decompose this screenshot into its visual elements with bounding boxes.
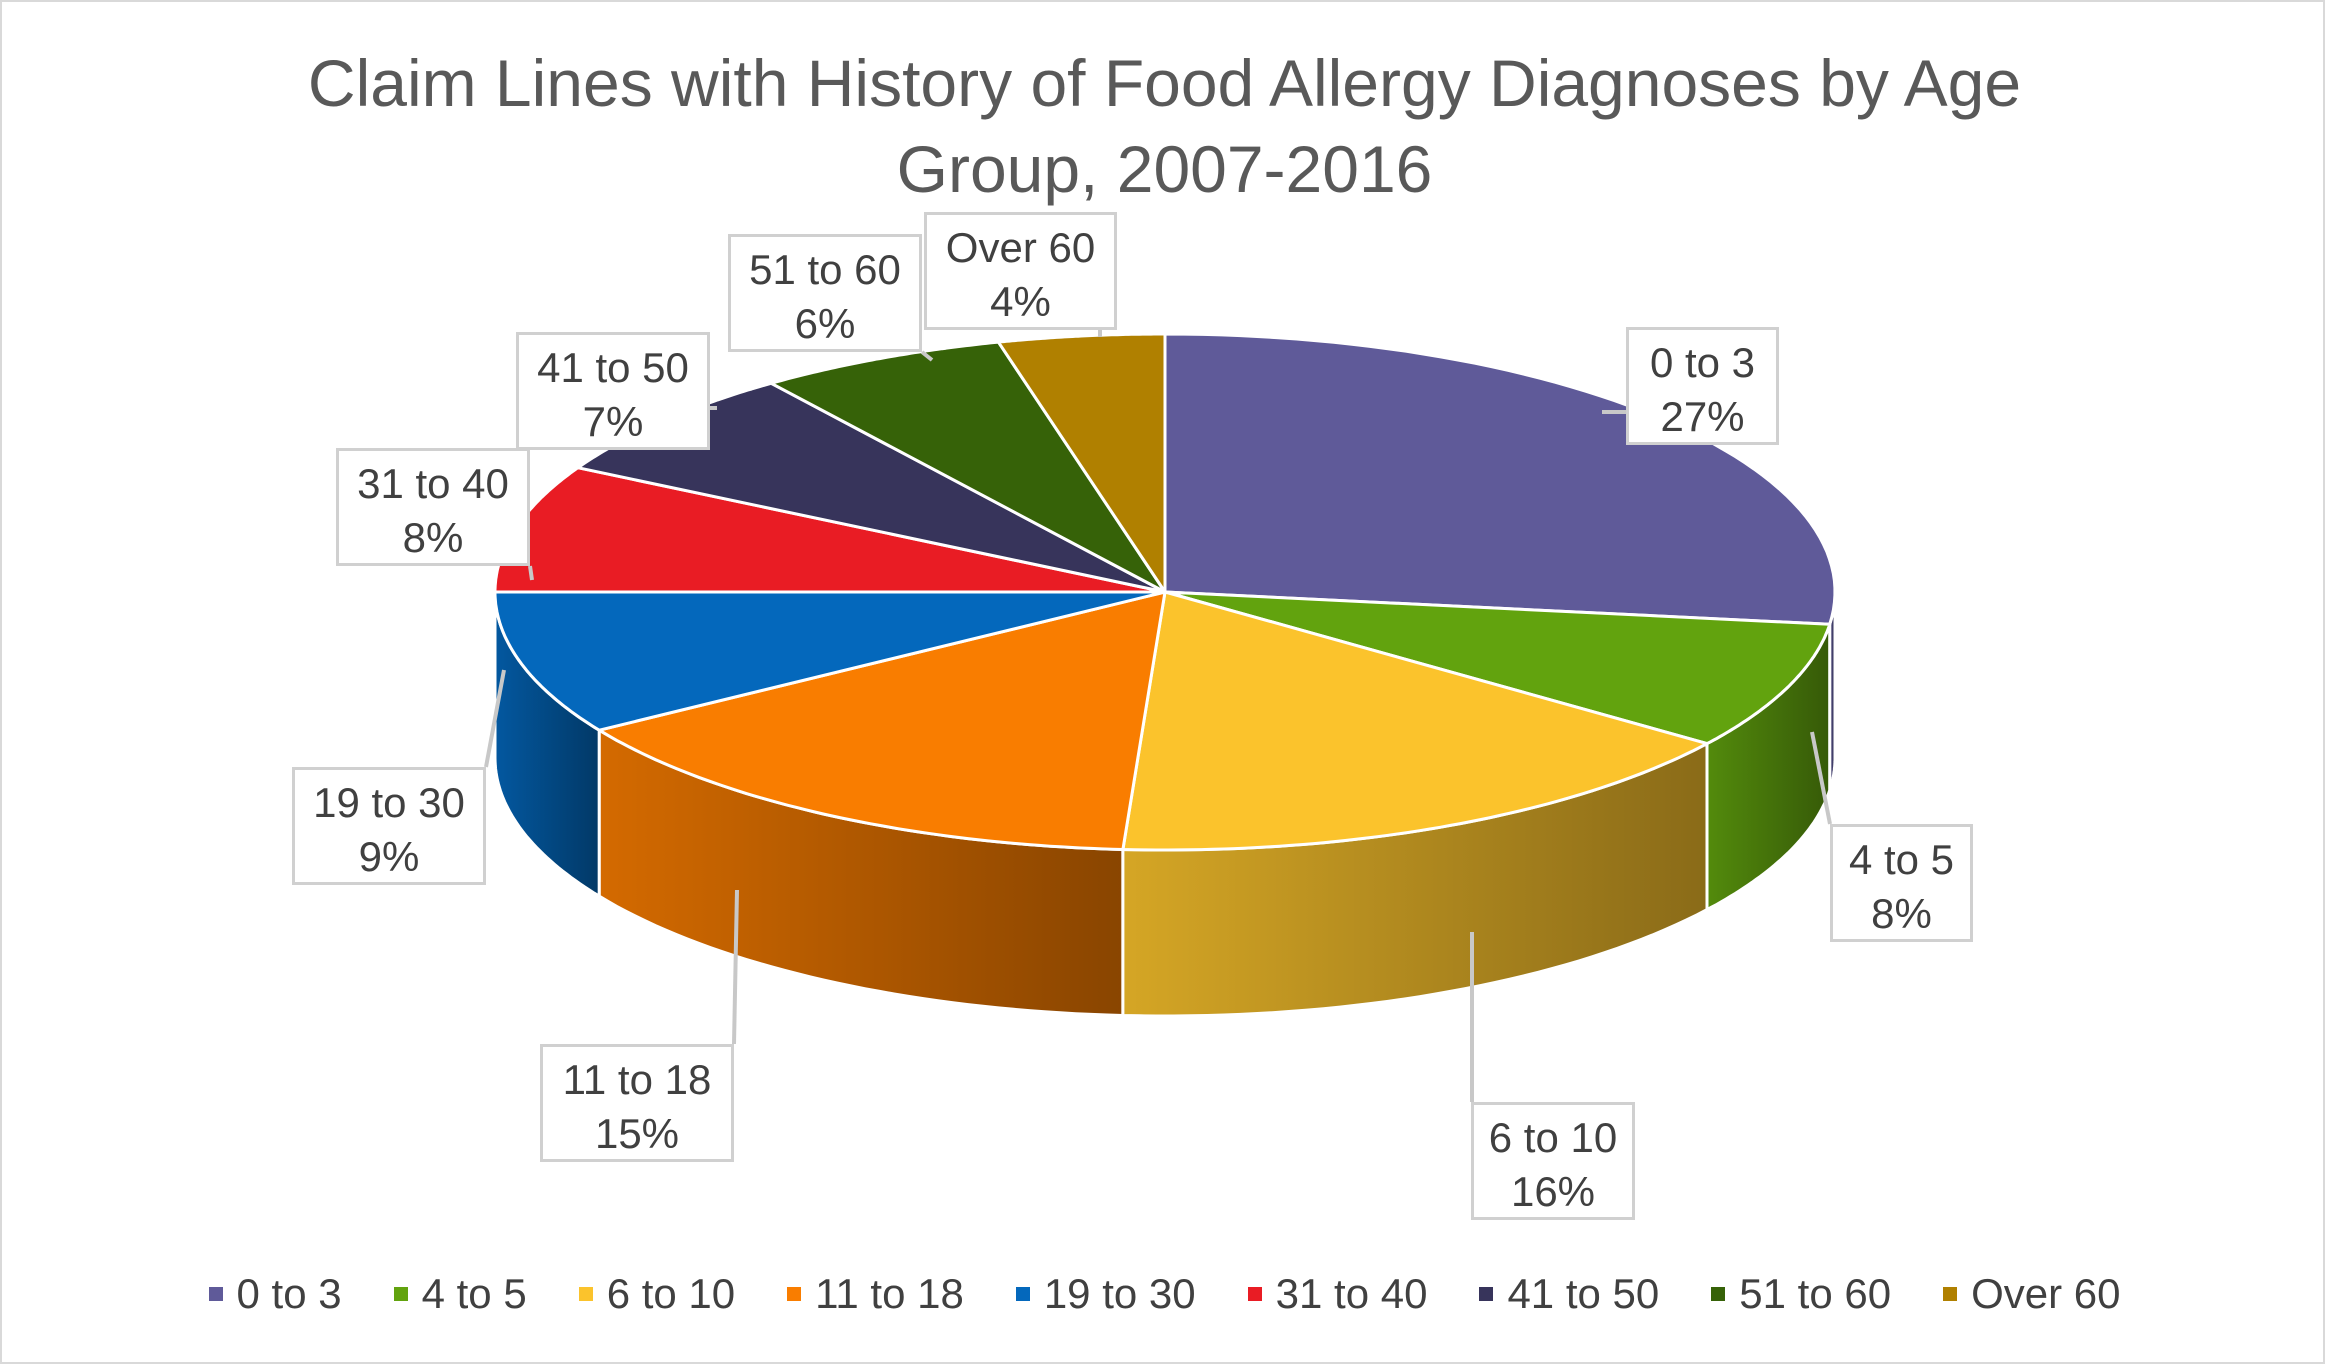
pie-slice-11-to-18 [597,590,1167,851]
legend-label: 0 to 3 [236,1270,342,1317]
legend-swatch [578,1287,593,1301]
data-label-percent: 8% [1871,890,1932,937]
data-label-11-to-18: 11 to 18 15% [540,1044,734,1162]
legend-label: Over 60 [1971,1270,2121,1317]
data-label-31-to-40: 31 to 40 8% [336,448,530,566]
legend-swatch [1711,1287,1726,1301]
legend-swatch [393,1287,408,1301]
legend-item-0-to-3: 0 to 3 [208,1270,342,1318]
legend-item-over-60: Over 60 [1943,1270,2120,1318]
data-label-percent: 15% [594,1110,680,1157]
data-label-percent: 9% [358,833,420,880]
pie-slice-19-to-30 [493,590,1167,732]
legend-item-41-to-50: 41 to 50 [1479,1270,1659,1318]
chart-legend: 0 to 3 4 to 5 6 to 10 11 to 18 19 to 30 31 to… [2,1264,2325,1324]
legend-label: 41 to 50 [1507,1270,1660,1317]
pie-slice-51-to-60 [769,340,1167,594]
chart-title: Claim Lines with History of Food Allergy… [2,40,2325,212]
pie-slice-6-to-10 [1121,590,1709,852]
data-label-category: 4 to 5 [1848,836,1955,883]
data-label-over-60: Over 60 4% [924,212,1117,330]
data-label-6-to-10: 6 to 10 16% [1471,1102,1635,1220]
legend-item-19-to-30: 19 to 30 [1015,1270,1196,1318]
data-label-19-to-30: 19 to 30 9% [292,767,486,885]
legend-label: 31 to 40 [1275,1270,1428,1317]
data-label-category: 41 to 50 [537,344,689,391]
data-label-percent: 27% [1660,393,1745,440]
legend-item-31-to-40: 31 to 40 [1247,1270,1428,1318]
data-label-category: 11 to 18 [562,1056,712,1103]
chart-title-line-2: Group, 2007-2016 [896,132,1433,206]
data-label-0-to-3: 0 to 3 27% [1626,327,1779,445]
legend-swatch [1479,1287,1494,1301]
pie-slice-over-60 [996,332,1167,594]
legend-item-6-to-10: 6 to 10 [578,1270,736,1318]
data-label-category: 19 to 30 [313,779,465,826]
legend-label: 11 to 18 [815,1270,964,1317]
legend-item-4-to-5: 4 to 5 [393,1270,527,1318]
pie-slice-4-to-5 [1163,590,1832,746]
data-label-percent: 6% [794,300,856,347]
legend-label: 19 to 30 [1043,1270,1196,1317]
data-label-category: 31 to 40 [357,460,509,507]
legend-swatch [787,1287,802,1301]
data-label-percent: 16% [1510,1168,1596,1215]
legend-item-11-to-18: 11 to 18 [787,1270,964,1318]
legend-label: 6 to 10 [606,1270,736,1317]
data-label-51-to-60: 51 to 60 6% [728,234,922,352]
leader-line-51-to-60 [920,350,934,362]
data-label-41-to-50: 41 to 50 7% [516,332,710,450]
legend-swatch [1247,1287,1262,1301]
data-label-percent: 8% [402,514,464,561]
data-label-category: Over 60 [945,224,1096,271]
leader-line-11-to-18 [732,889,739,1045]
data-label-percent: 7% [582,398,644,445]
leader-line-19-to-30 [484,669,506,768]
data-label-category: 0 to 3 [1649,339,1756,386]
data-label-4-to-5: 4 to 5 8% [1830,824,1973,942]
legend-swatch [208,1287,223,1301]
leader-line-4-to-5 [1810,731,1832,825]
legend-item-51-to-60: 51 to 60 [1711,1270,1891,1318]
data-label-category: 51 to 60 [749,246,901,293]
chart-title-line-1: Claim Lines with History of Food Allergy… [307,46,2022,120]
data-label-percent: 4% [990,278,1051,325]
legend-swatch [1015,1287,1030,1301]
data-label-category: 6 to 10 [1488,1114,1618,1161]
legend-label: 4 to 5 [421,1270,527,1317]
legend-swatch [1943,1287,1958,1301]
legend-label: 51 to 60 [1739,1270,1892,1317]
leader-line-31-to-40 [528,565,534,581]
